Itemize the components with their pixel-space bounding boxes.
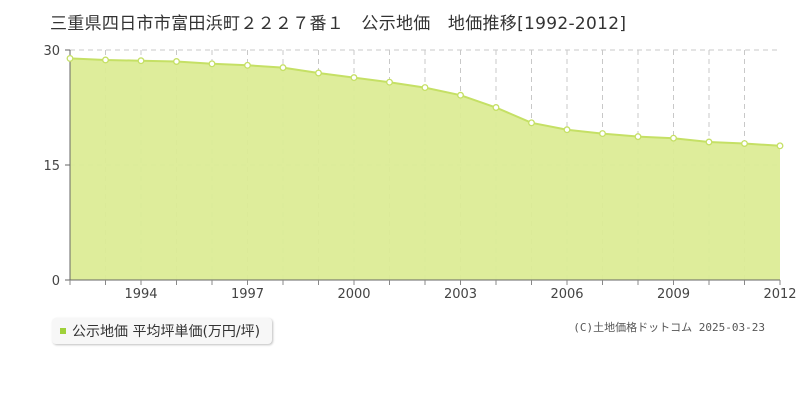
- x-tick-label: 1994: [124, 287, 157, 302]
- data-point: [350, 74, 358, 82]
- axes: [65, 49, 781, 285]
- data-point: [102, 56, 109, 64]
- tick-labels: 0 15 30 1994 1997 2000 2003 2006 2009 2012: [43, 44, 796, 302]
- data-point: [634, 133, 642, 141]
- data-point: [670, 134, 677, 142]
- data-point: [66, 54, 74, 62]
- area-fill: [70, 58, 780, 281]
- chart-canvas: 0 15 30 1994 1997 2000 2003 2006 2009 2012: [43, 44, 796, 302]
- data-point: [528, 119, 535, 127]
- data-point: [173, 58, 180, 65]
- data-point: [457, 91, 464, 99]
- x-tick-label: 2006: [550, 287, 583, 302]
- data-point: [279, 64, 287, 72]
- data-point: [421, 84, 429, 92]
- data-point: [244, 61, 251, 69]
- data-point: [776, 142, 784, 150]
- y-tick-label: 30: [43, 44, 60, 59]
- x-tick-label: 2009: [657, 287, 690, 302]
- data-point: [741, 140, 748, 147]
- legend-label: 公示地価 平均坪単価(万円/坪): [72, 324, 261, 340]
- copyright-credit: (C)土地価格ドットコム 2025-03-23: [573, 321, 765, 334]
- data-point: [599, 130, 606, 138]
- x-tick-label: 2000: [337, 287, 370, 302]
- chart-title: 三重県四日市市富田浜町２２２７番１ 公示地価 地価推移[1992-2012]: [50, 14, 627, 34]
- data-point: [208, 60, 216, 68]
- data-point: [386, 78, 393, 86]
- legend-marker-icon: [60, 328, 66, 334]
- x-tick-label: 1997: [231, 287, 264, 302]
- data-point: [705, 138, 713, 146]
- data-point: [563, 126, 571, 134]
- y-tick-label: 0: [52, 274, 60, 289]
- x-tick-label: 2003: [444, 287, 477, 302]
- data-point: [315, 69, 322, 77]
- x-tick-label: 2012: [763, 287, 796, 302]
- data-point: [137, 57, 145, 65]
- legend: 公示地価 平均坪単価(万円/坪): [52, 318, 273, 344]
- data-point: [492, 104, 500, 111]
- y-tick-label: 15: [43, 159, 60, 174]
- data-points: [66, 54, 784, 150]
